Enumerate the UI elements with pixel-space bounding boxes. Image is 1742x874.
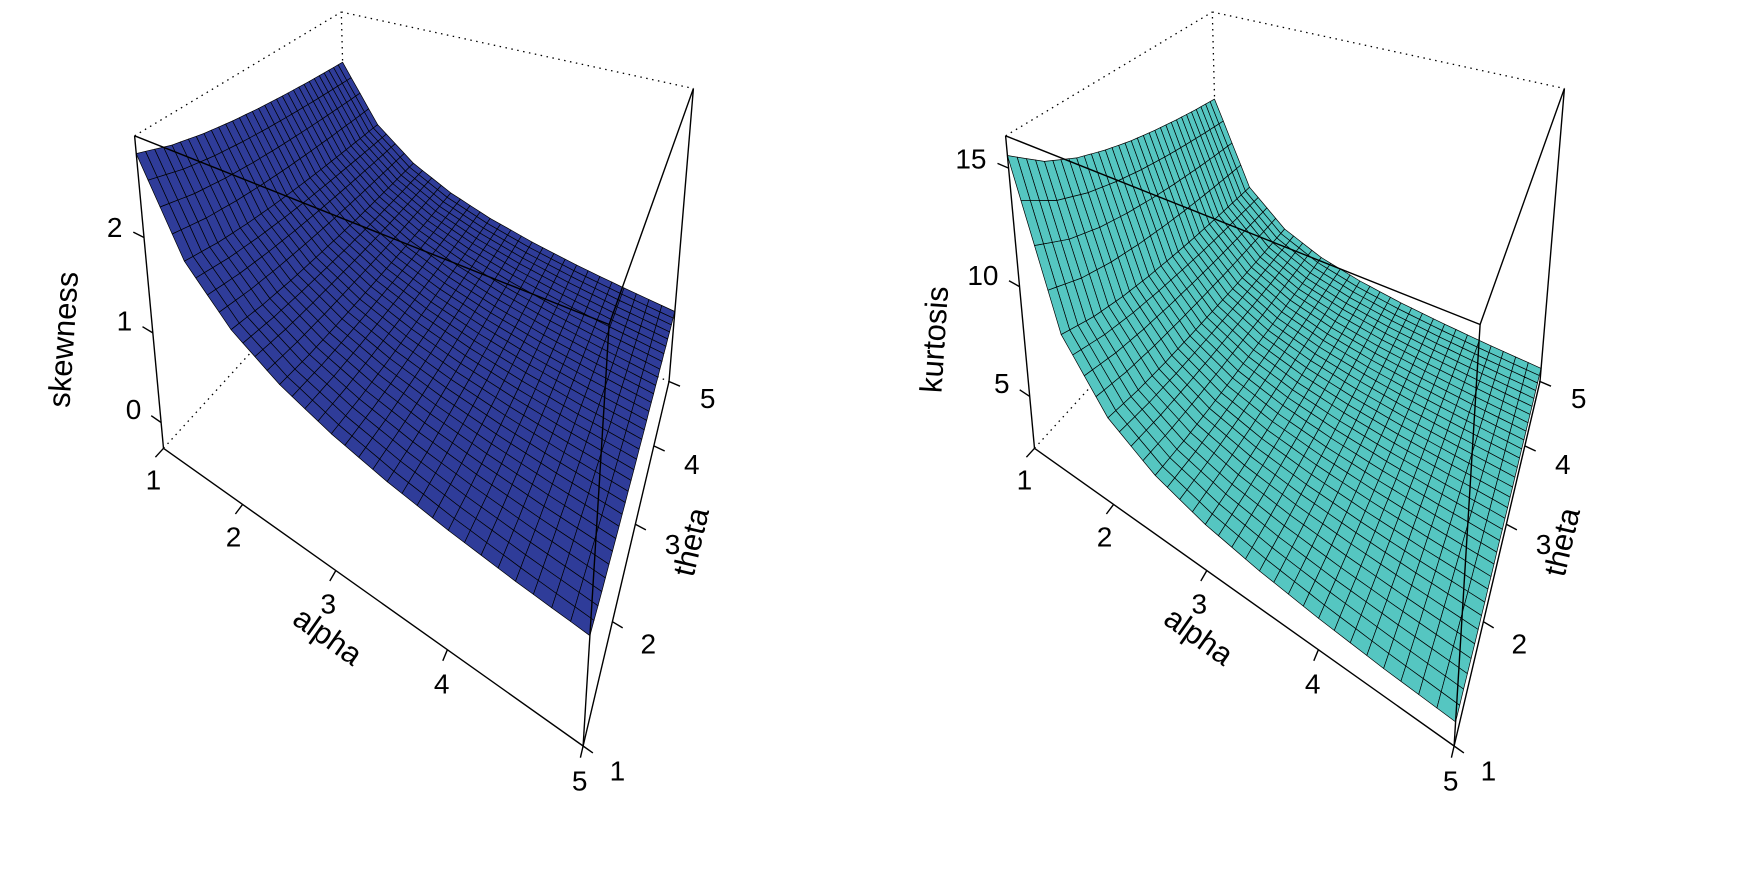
axis-tick (579, 745, 584, 758)
box-front-edges (1004, 88, 1566, 747)
axis-tick (997, 162, 1009, 169)
axis-tick (132, 231, 145, 239)
theta-axis-title: theta (1537, 504, 1587, 580)
axis-tick (1200, 570, 1208, 582)
axis-tick (668, 380, 681, 387)
z-axis-title: skewness (41, 270, 85, 408)
z-tick-label: 10 (967, 260, 998, 291)
axis-tick (1025, 447, 1036, 458)
theta-tick-label: 4 (1555, 449, 1571, 480)
alpha-tick-label: 5 (1443, 766, 1459, 797)
z-tick-label: 15 (955, 144, 986, 175)
axis-tick (653, 445, 665, 452)
theta-tick-label: 2 (641, 629, 657, 660)
alpha-tick-label: 1 (146, 464, 162, 495)
axis-tick (1539, 380, 1552, 387)
axis-tick (329, 570, 337, 582)
axis-tick (442, 649, 449, 662)
alpha-tick-label: 2 (1097, 522, 1113, 553)
box-front-edges (133, 88, 695, 747)
alpha-tick-label: 2 (226, 522, 242, 553)
axis-tick (1505, 523, 1518, 531)
surface-mesh (135, 61, 676, 637)
z-tick-label: 2 (107, 212, 123, 243)
axis-tick (1105, 503, 1115, 515)
axis-tick (1450, 745, 1455, 758)
kurtosis-surface-panel: 1 2 3 4 5 alpha 1 2 3 4 5 theta 5 10 15 kurtosis (871, 0, 1742, 874)
z-tick-label: 5 (994, 368, 1010, 399)
axis-tick (612, 621, 624, 629)
z-tick-label: 0 (126, 394, 142, 425)
theta-tick-label: 4 (684, 449, 700, 480)
axis-tick (634, 523, 647, 531)
axis-tick (1453, 745, 1465, 754)
alpha-tick-label: 3 (1192, 589, 1208, 620)
z-axis-title: kurtosis (913, 285, 955, 394)
theta-tick-label: 1 (1481, 755, 1497, 786)
theta-axis-title: theta (666, 504, 716, 580)
theta-tick-label: 3 (665, 529, 681, 560)
alpha-tick-label: 4 (434, 669, 450, 700)
axis-tick (150, 415, 162, 424)
surface-mesh (1007, 98, 1542, 723)
theta-tick-label: 5 (1571, 383, 1587, 414)
axis-tick (154, 447, 165, 458)
theta-tick-label: 3 (1536, 529, 1552, 560)
axis-tick (1019, 389, 1031, 397)
axis-tick (142, 326, 154, 334)
alpha-tick-label: 5 (572, 766, 588, 797)
axis-tick (582, 745, 594, 754)
alpha-tick-label: 4 (1305, 669, 1321, 700)
theta-tick-label: 1 (610, 755, 626, 786)
axis-tick (1008, 280, 1020, 288)
alpha-tick-label: 1 (1017, 464, 1033, 495)
axis-tick (1524, 445, 1536, 452)
axis-tick (1483, 621, 1495, 629)
axis-tick (234, 503, 244, 515)
alpha-tick-label: 3 (321, 589, 337, 620)
z-tick-label: 1 (117, 306, 133, 337)
skewness-surface-panel: 1 2 3 4 5 alpha 1 2 3 4 5 theta 0 1 2 skewness (41, 11, 716, 797)
theta-tick-label: 2 (1512, 629, 1528, 660)
theta-tick-label: 5 (700, 383, 716, 414)
axis-tick (1313, 649, 1320, 662)
